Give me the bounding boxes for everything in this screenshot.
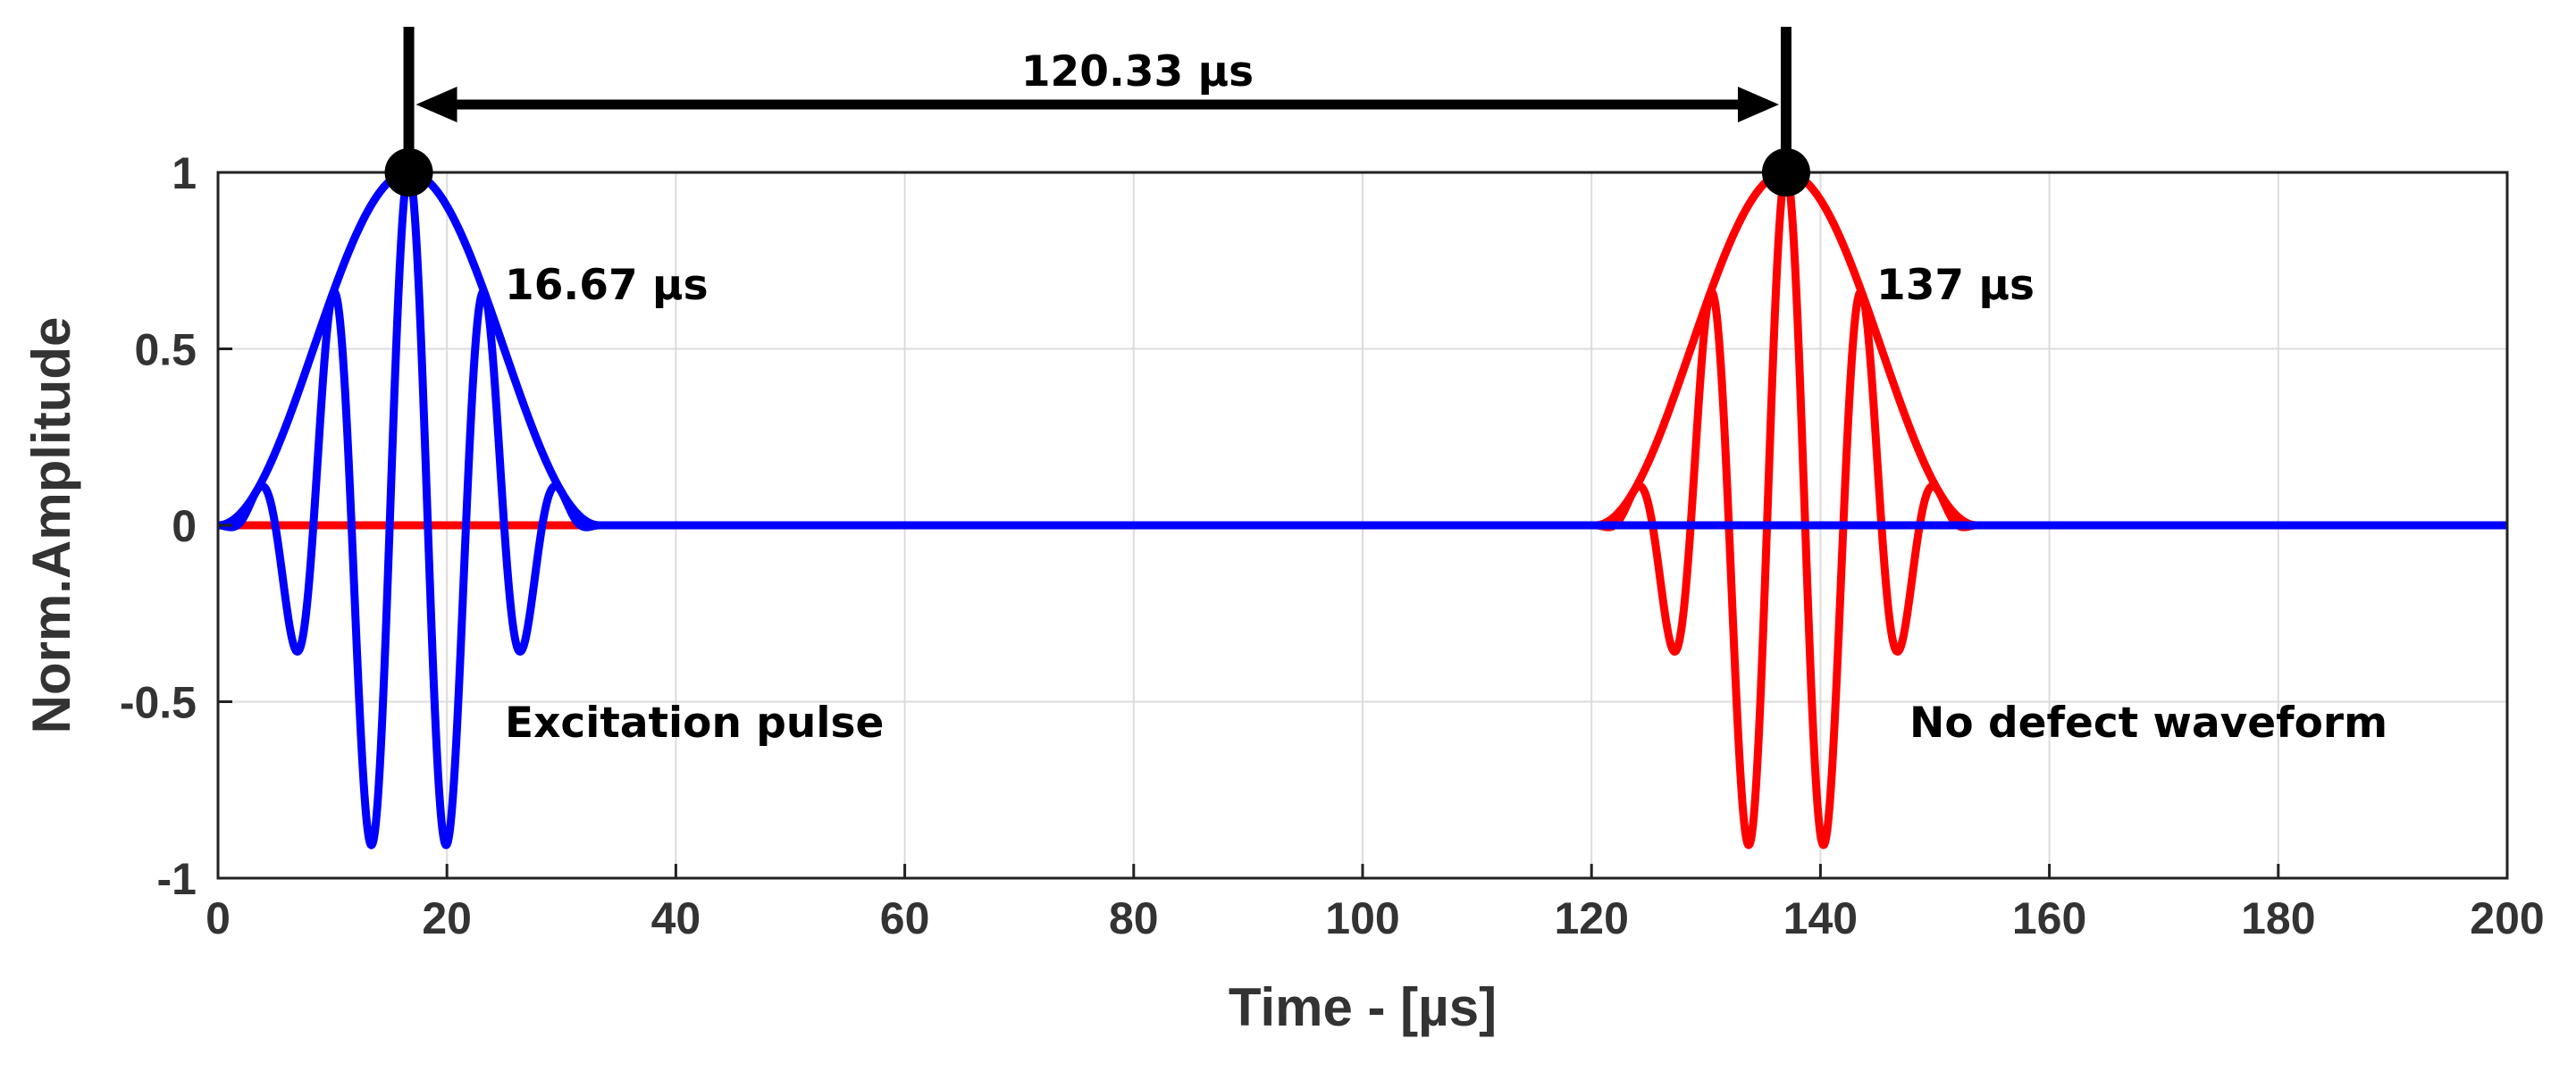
x-tick-label: 160 [2012, 893, 2086, 943]
interval-arrow-head-left [415, 87, 457, 122]
y-tick-label: 0.5 [134, 325, 197, 375]
x-tick-label: 140 [1783, 893, 1858, 943]
x-tick-label: 20 [422, 893, 472, 943]
series-label-defect-free: No defect waveform [1909, 699, 2387, 748]
tick-labels: 0 20 40 60 80 100 120 140 160 180 200 -1 -0.5 0 0.5 1 [120, 148, 2545, 943]
peak-marker-1 [1761, 148, 1810, 197]
x-tick-label: 180 [2241, 893, 2315, 943]
series-0-waveform [218, 172, 2507, 850]
peak-label-excitation: 16.67 µs [505, 261, 709, 310]
x-tick-label: 100 [1325, 893, 1399, 943]
x-tick-label: 80 [1109, 893, 1159, 943]
peak-label-defect-free: 137 µs [1876, 261, 2035, 310]
series-1-envelope [1591, 172, 1981, 530]
y-tick-label: 0 [172, 501, 197, 551]
series-0-envelope [218, 172, 603, 530]
y-axis-title: Norm.Amplitude [21, 317, 81, 734]
x-tick-label: 40 [651, 893, 701, 943]
annotations-layer [384, 27, 1810, 197]
x-axis-title: Time - [µs] [1229, 977, 1497, 1037]
x-tick-label: 0 [206, 893, 231, 943]
y-tick-label: 1 [172, 148, 197, 198]
x-tick-label: 120 [1554, 893, 1628, 943]
y-tick-label: -0.5 [120, 678, 197, 728]
series-curves [218, 172, 2507, 850]
x-tick-label: 60 [880, 893, 930, 943]
interval-label: 120.33 µs [1021, 47, 1254, 96]
y-tick-label: -1 [157, 854, 197, 904]
peak-marker-0 [384, 148, 433, 197]
interval-arrow-head-right [1737, 87, 1779, 122]
series-label-excitation: Excitation pulse [505, 699, 884, 748]
x-tick-label: 200 [2470, 893, 2544, 943]
